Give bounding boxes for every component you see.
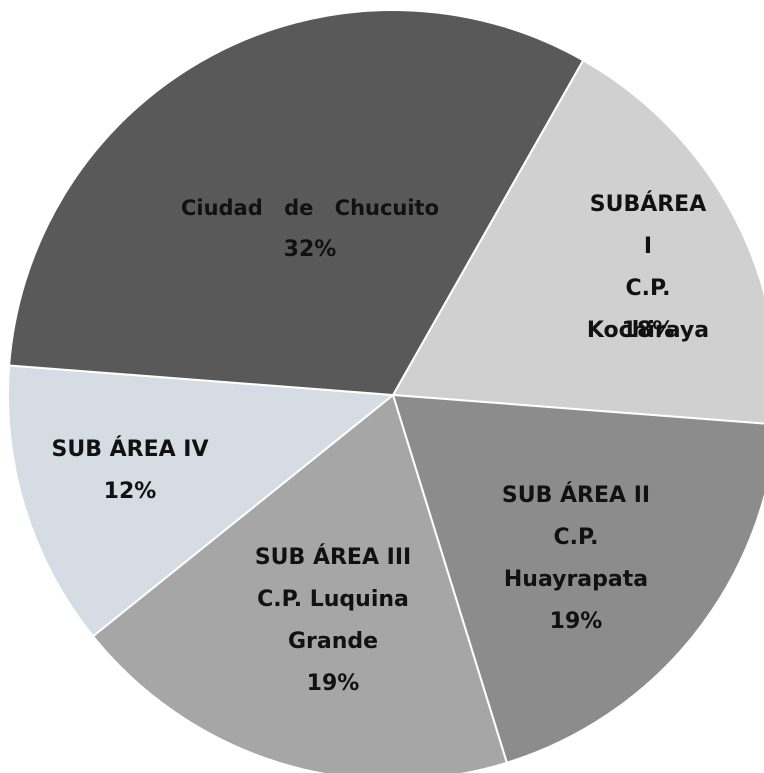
pie-slice xyxy=(7,364,396,638)
slice-value-label: 18% xyxy=(621,318,675,343)
slice-label: SUB ÁREA III C.P. Luquina Grande xyxy=(254,545,412,654)
slice-label: Ciudad de Chucuito xyxy=(180,196,440,220)
slice-value-label: 19% xyxy=(306,671,360,696)
slice-value-label: 12% xyxy=(103,479,157,504)
pie-slice xyxy=(391,58,764,425)
slice-label: SUB ÁREA IV xyxy=(51,437,209,462)
slice-label: SUB ÁREA II C.P. Huayrapata xyxy=(501,483,651,592)
slice-label: SUBÁREA I C.P. Kochiraya xyxy=(586,192,710,343)
pie-slice xyxy=(8,9,585,397)
pie-slice xyxy=(91,393,509,773)
pie-slice xyxy=(391,393,764,765)
slice-value-label: 32% xyxy=(283,237,337,262)
slice-value-label: 19% xyxy=(549,609,603,634)
